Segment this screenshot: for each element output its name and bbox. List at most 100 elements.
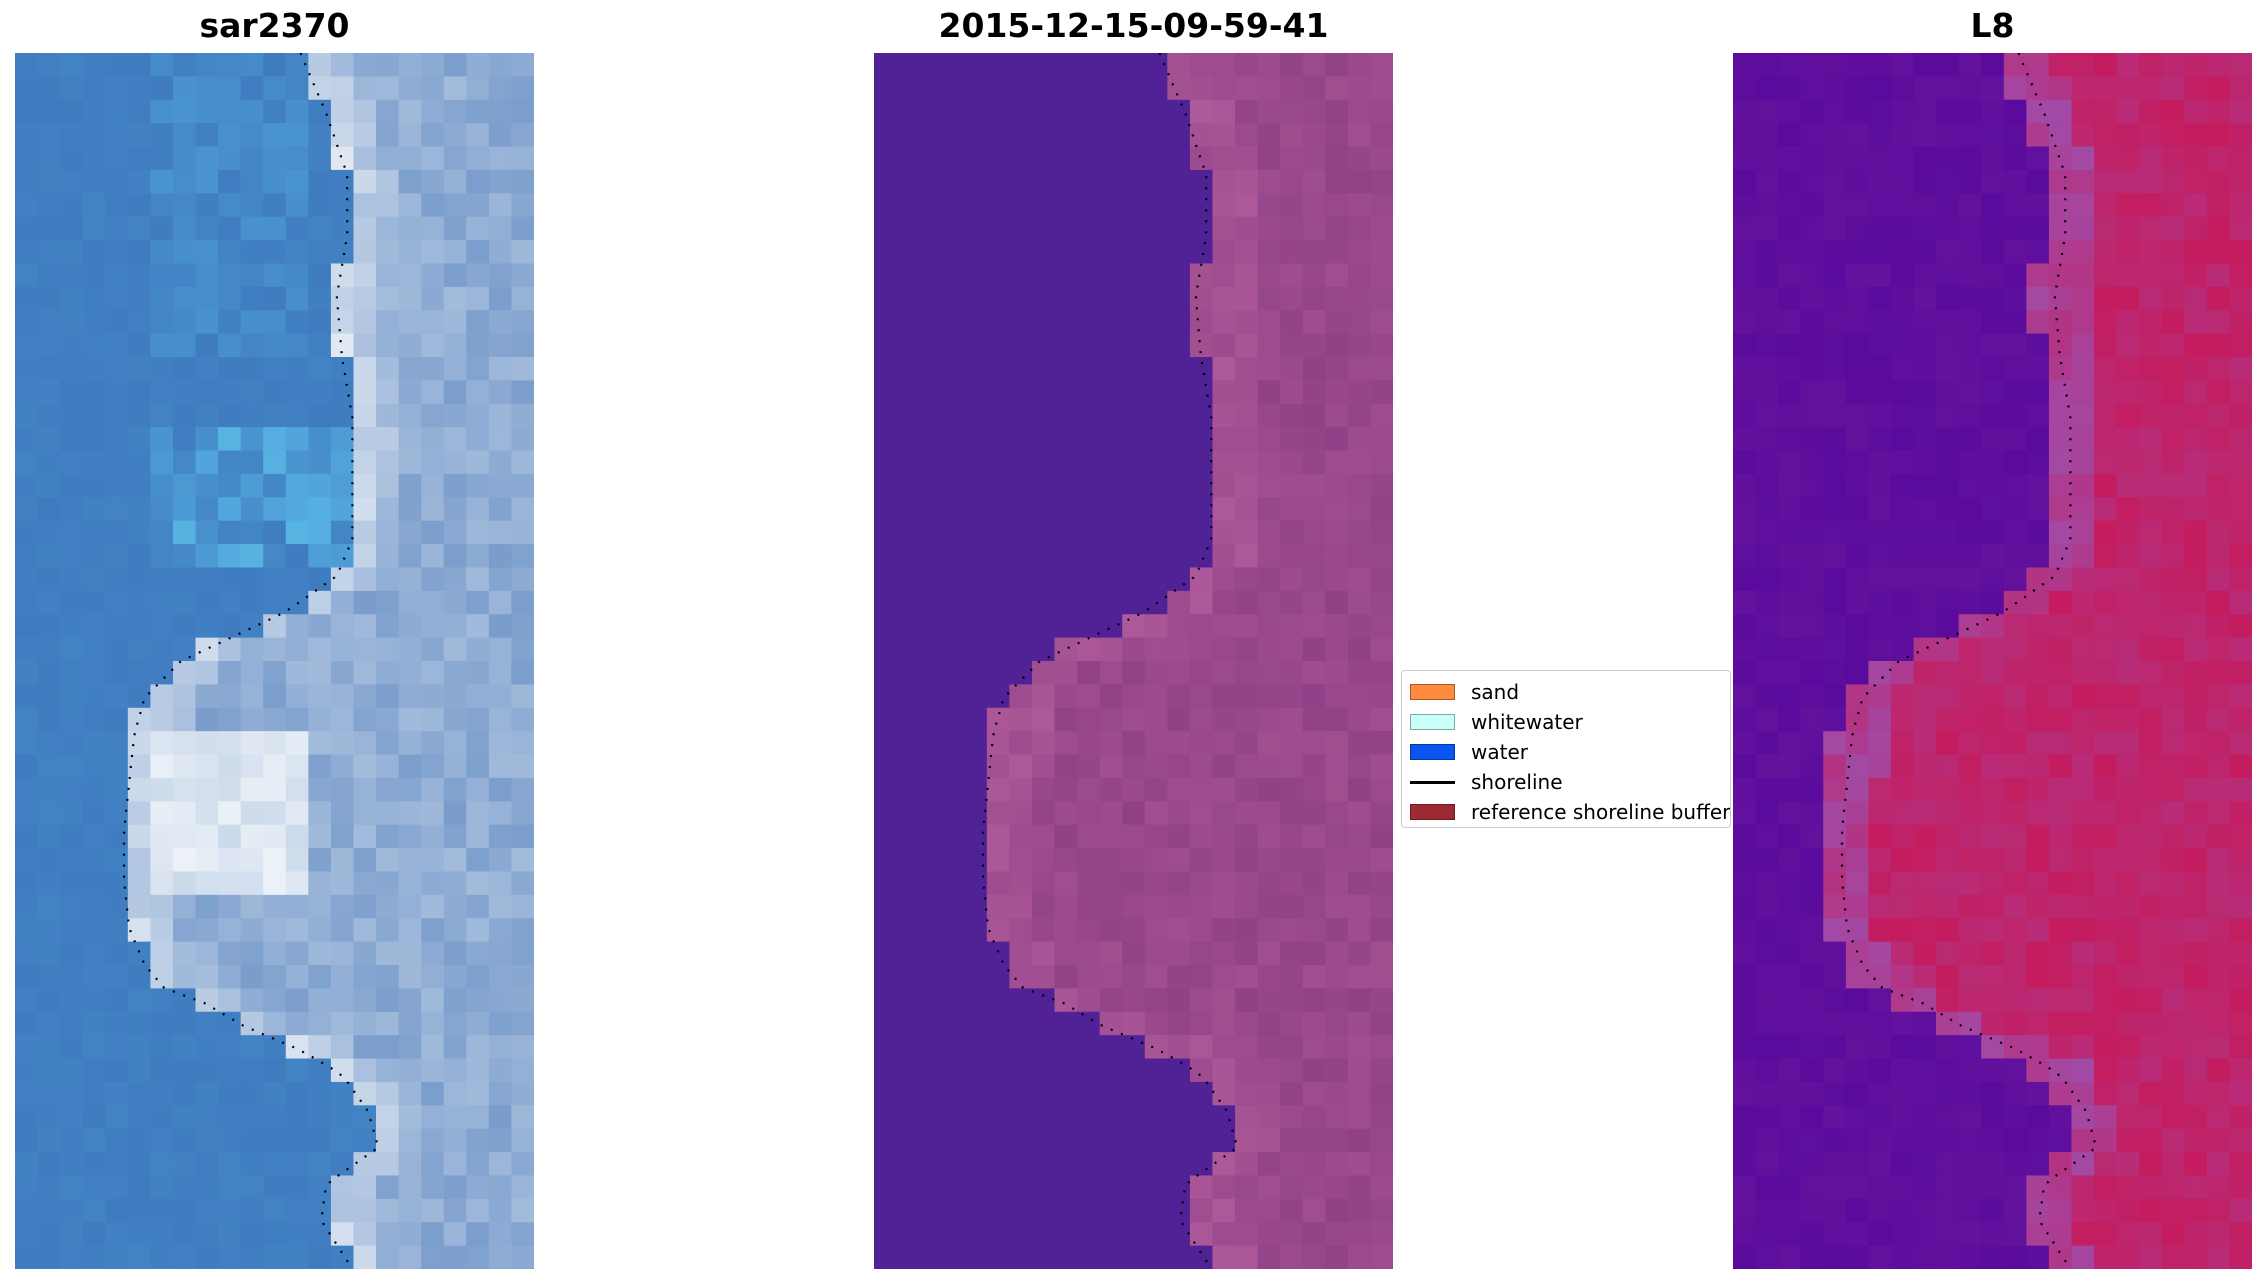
image-pixel — [1936, 567, 1960, 592]
image-pixel — [1325, 824, 1349, 849]
image-pixel — [2048, 216, 2073, 241]
image-pixel — [941, 1058, 965, 1083]
image-pixel — [2026, 240, 2050, 265]
image-pixel — [1800, 1222, 1824, 1247]
image-pixel — [1981, 707, 2005, 732]
image-pixel — [240, 357, 264, 381]
image-pixel — [1958, 544, 1982, 569]
image-pixel — [1845, 193, 1869, 218]
image-pixel — [2229, 1035, 2252, 1060]
image-pixel — [172, 824, 197, 849]
image-pixel — [376, 216, 400, 241]
image-pixel — [82, 637, 106, 662]
image-pixel — [398, 427, 422, 452]
image-pixel — [1936, 53, 1960, 77]
image-pixel — [2184, 1035, 2208, 1060]
image-pixel — [330, 263, 355, 288]
image-pixel — [2206, 53, 2231, 77]
image-pixel — [919, 1058, 943, 1083]
image-pixel — [105, 310, 129, 335]
image-pixel — [218, 731, 242, 756]
image-pixel — [1370, 731, 1393, 756]
image-pixel — [1167, 871, 1191, 896]
image-pixel — [1347, 1105, 1372, 1130]
image-pixel — [1981, 263, 2005, 288]
image-pixel — [127, 169, 151, 194]
image-pixel — [1189, 1011, 1214, 1036]
image-pixel — [37, 76, 61, 101]
image-pixel — [443, 731, 467, 756]
image-pixel — [1009, 380, 1033, 405]
image-pixel — [986, 169, 1010, 194]
image-pixel — [488, 520, 513, 545]
image-pixel — [127, 520, 151, 545]
image-pixel — [421, 333, 445, 358]
image-pixel — [1913, 1198, 1937, 1223]
image-pixel — [1167, 76, 1191, 101]
image-pixel — [2094, 661, 2118, 685]
image-pixel — [1189, 707, 1214, 732]
image-pixel — [308, 216, 332, 241]
image-pixel — [2094, 754, 2118, 779]
image-pixel — [466, 53, 490, 77]
image-pixel — [2139, 240, 2163, 265]
image-pixel — [1189, 684, 1214, 709]
image-pixel — [941, 637, 965, 662]
image-pixel — [353, 263, 377, 288]
image-pixel — [2139, 544, 2163, 569]
image-pixel — [466, 871, 490, 896]
image-pixel — [1958, 380, 1982, 405]
image-pixel — [2026, 661, 2050, 685]
image-pixel — [443, 848, 467, 873]
image-pixel — [376, 754, 400, 779]
image-pixel — [60, 1245, 84, 1269]
image-pixel — [1890, 661, 1915, 685]
image-pixel — [2184, 707, 2208, 732]
image-pixel — [488, 848, 513, 873]
image-pixel — [37, 567, 61, 592]
image-pixel — [2026, 76, 2050, 101]
image-pixel — [896, 1035, 920, 1060]
image-pixel — [1031, 310, 1056, 335]
image-pixel — [986, 567, 1010, 592]
image-pixel — [1733, 497, 1757, 522]
image-pixel — [2229, 427, 2252, 452]
image-pixel — [2161, 707, 2185, 732]
image-pixel — [105, 1081, 129, 1106]
image-pixel — [172, 403, 197, 428]
image-pixel — [1868, 403, 1892, 428]
image-pixel — [1370, 1245, 1393, 1269]
image-pixel — [263, 380, 287, 405]
image-pixel — [1325, 801, 1349, 826]
image-pixel — [421, 216, 445, 241]
image-pixel — [1733, 216, 1757, 241]
image-pixel — [986, 333, 1010, 358]
image-pixel — [285, 473, 309, 498]
image-pixel — [1280, 169, 1304, 194]
image-pixel — [1981, 1198, 2005, 1223]
image-pixel — [1280, 731, 1304, 756]
image-pixel — [466, 520, 490, 545]
image-pixel — [986, 123, 1010, 148]
image-pixel — [1325, 871, 1349, 896]
image-pixel — [263, 707, 287, 732]
image-pixel — [263, 894, 287, 919]
image-pixel — [2026, 497, 2050, 522]
image-pixel — [1144, 1035, 1168, 1060]
image-pixel — [1235, 497, 1259, 522]
image-pixel — [1800, 988, 1824, 1013]
image-pixel — [2184, 473, 2208, 498]
image-pixel — [1099, 637, 1123, 662]
image-pixel — [2161, 1035, 2185, 1060]
image-pixel — [263, 1035, 287, 1060]
image-pixel — [263, 941, 287, 966]
image-pixel — [1347, 286, 1372, 311]
image-pixel — [964, 99, 988, 124]
image-pixel — [2161, 1105, 2185, 1130]
image-pixel — [2139, 286, 2163, 311]
image-pixel — [2026, 1245, 2050, 1269]
image-pixel — [1167, 310, 1191, 335]
image-pixel — [1325, 99, 1349, 124]
image-pixel — [1890, 1198, 1915, 1223]
image-pixel — [1325, 941, 1349, 966]
